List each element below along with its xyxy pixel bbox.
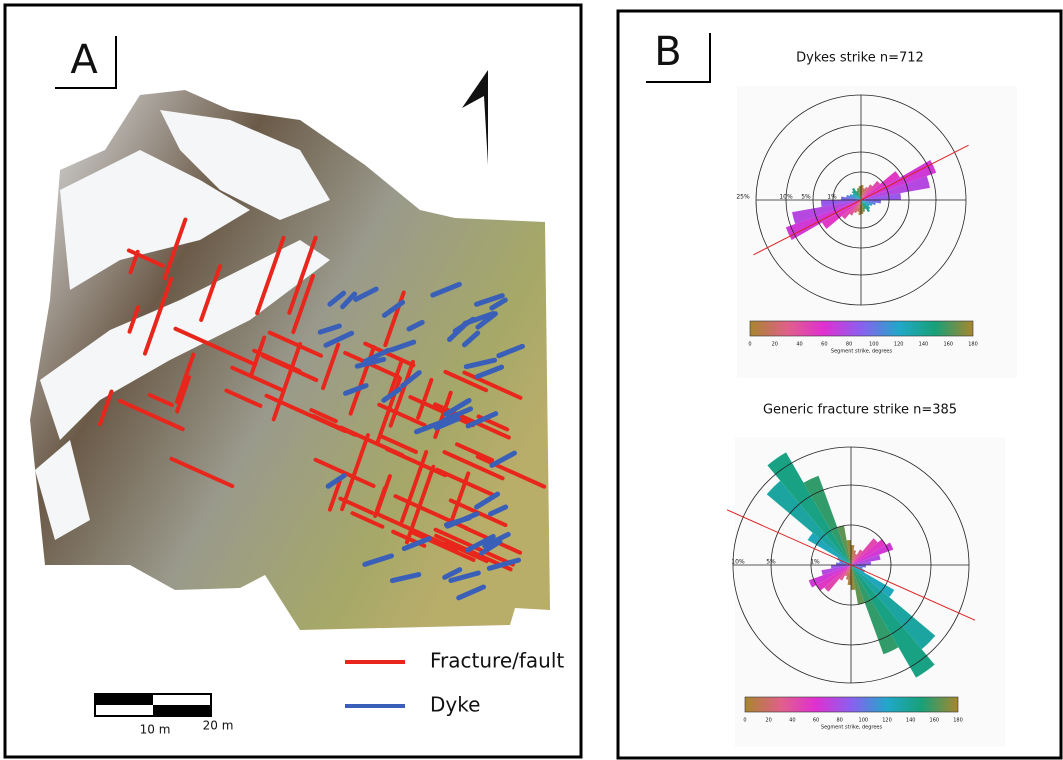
colorbar-tick-label: 40: [789, 718, 795, 724]
colorbar-tick-label: 140: [919, 342, 929, 348]
colorbar-tick-label: 80: [836, 718, 842, 724]
colorbar-tick-label: 0: [748, 342, 751, 348]
ring-label: 5%: [766, 559, 776, 566]
legend-label: Fracture/fault: [430, 649, 564, 673]
colorbar-label: Segment strike, degrees: [831, 349, 893, 355]
ring-label: 1%: [827, 194, 837, 201]
ring-label: 5%: [801, 194, 811, 201]
colorbar-label: Segment strike, degrees: [821, 725, 883, 731]
ring-label: 25%: [736, 194, 750, 201]
legend-label: Dyke: [430, 693, 480, 717]
scale-bar: [95, 694, 211, 716]
rose-title: Generic fracture strike n=385: [763, 403, 957, 418]
figure: A Fracture/fault Dyke 10 m 20 m B Dykes …: [0, 0, 1063, 760]
panel-label: B: [654, 29, 681, 75]
panel-label: A: [70, 37, 98, 83]
colorbar-tick-label: 180: [968, 342, 978, 348]
ring-label: 1%: [810, 559, 820, 566]
colorbar-tick-label: 40: [796, 342, 802, 348]
colorbar-tick-label: 0: [743, 718, 746, 724]
ring-label: 10%: [731, 559, 745, 566]
colorbar-tick-label: 20: [772, 342, 778, 348]
colorbar-tick-label: 100: [859, 718, 869, 724]
colorbar: [750, 321, 973, 336]
colorbar-tick-label: 160: [930, 718, 940, 724]
colorbar-tick-label: 60: [821, 342, 827, 348]
colorbar: [745, 697, 958, 712]
colorbar-tick-label: 80: [846, 342, 852, 348]
colorbar-tick-label: 120: [894, 342, 904, 348]
colorbar-tick-label: 140: [906, 718, 916, 724]
colorbar-tick-label: 20: [765, 718, 771, 724]
north-arrow: [462, 70, 488, 165]
scale-label: 10 m: [140, 723, 171, 737]
colorbar-tick-label: 160: [943, 342, 953, 348]
colorbar-tick-label: 180: [953, 718, 963, 724]
colorbar-tick-label: 60: [813, 718, 819, 724]
colorbar-tick-label: 100: [869, 342, 879, 348]
scale-label: 20 m: [203, 719, 234, 733]
ring-label: 10%: [779, 194, 793, 201]
colorbar-tick-label: 120: [882, 718, 892, 724]
rose-title: Dykes strike n=712: [796, 51, 924, 66]
